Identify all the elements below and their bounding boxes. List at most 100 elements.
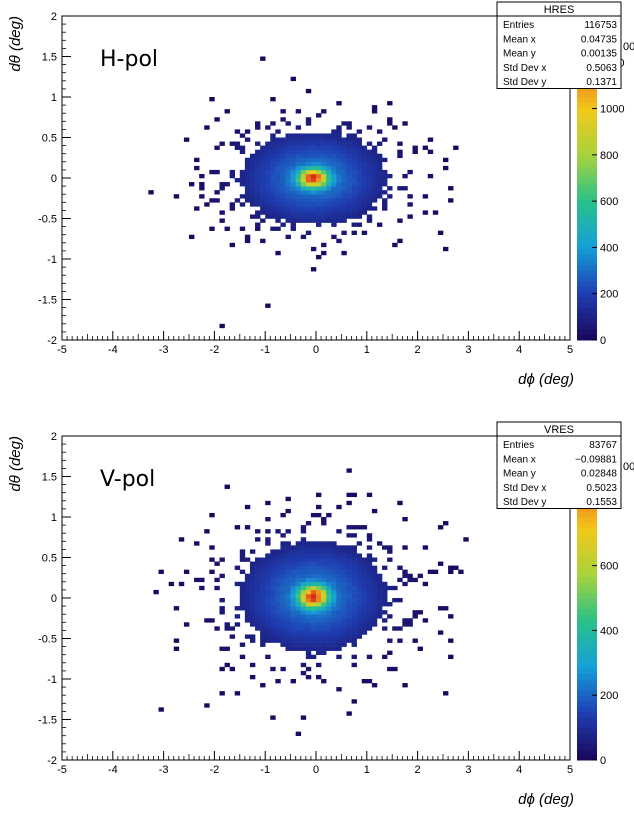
heatmap-cell: [326, 541, 332, 546]
heatmap-cell: [270, 149, 276, 154]
heatmap-cell: [331, 133, 337, 138]
heatmap-cell: [300, 545, 307, 550]
heatmap-cell: [300, 602, 307, 607]
heatmap-cell: [326, 626, 332, 631]
heatmap-cell: [219, 573, 225, 579]
heatmap-cell: [361, 186, 368, 191]
heatmap-cell: [331, 222, 337, 227]
heatmap-cell: [229, 141, 236, 146]
heatmap-cell: [336, 626, 342, 631]
heatmap-cell: [295, 165, 302, 171]
heatmap-cell: [219, 606, 225, 611]
heatmap-cell: [351, 545, 357, 550]
heatmap-cell: [321, 650, 327, 655]
heatmap-cell: [260, 210, 266, 215]
heatmap-cell: [316, 553, 322, 558]
heatmap-cell: [285, 161, 291, 167]
heatmap-cell: [366, 182, 373, 187]
heatmap-cell: [321, 577, 327, 583]
heatmap-cell: [280, 565, 286, 570]
heatmap-cell: [300, 525, 307, 530]
heatmap-cell: [336, 573, 342, 579]
heatmap-cell: [346, 121, 352, 126]
heatmap-cell: [316, 646, 322, 651]
heatmap-cell: [376, 173, 383, 179]
heatmap-cell: [326, 638, 332, 643]
heatmap-cell: [331, 165, 337, 171]
colorbar-segment: [577, 695, 597, 702]
heatmap-cell: [270, 581, 276, 587]
heatmap-cell: [331, 561, 337, 566]
heatmap-cell: [346, 618, 352, 623]
heatmap-cell: [326, 202, 332, 207]
x-tick-label: 0: [313, 764, 319, 776]
heatmap-cell: [346, 157, 352, 163]
heatmap-cell: [361, 589, 368, 595]
heatmap-cell: [331, 593, 337, 599]
heatmap-cell: [371, 618, 378, 623]
heatmap-cell: [295, 589, 302, 595]
heatmap-cell: [270, 121, 276, 126]
heatmap-cell: [295, 169, 302, 175]
heatmap-cell: [397, 565, 403, 570]
colorbar-tick-label: 600: [600, 196, 618, 208]
heatmap-cell: [290, 622, 296, 627]
heatmap-cell: [305, 569, 312, 574]
stats-value: 0.5063: [586, 63, 617, 74]
heatmap-cell: [366, 610, 373, 615]
heatmap-cell: [194, 541, 200, 546]
heatmap-cell: [275, 226, 281, 231]
heatmap-cell: [387, 614, 393, 619]
heatmap-cell: [351, 137, 357, 142]
y-tick-label: -0.5: [38, 634, 57, 646]
heatmap-cell: [255, 561, 261, 566]
heatmap-cell: [361, 610, 368, 615]
stats-key: Entries: [503, 20, 534, 31]
heatmap-cell: [336, 602, 342, 607]
heatmap-cell: [295, 561, 302, 566]
heatmap-cell: [341, 545, 347, 550]
heatmap-cell: [290, 206, 296, 211]
heatmap-cell: [209, 97, 215, 102]
heatmap-cell: [382, 610, 388, 615]
heatmap-cell: [255, 614, 261, 619]
heatmap-cell: [229, 626, 236, 631]
heatmap-cell: [249, 549, 256, 554]
heatmap-cell: [336, 565, 342, 570]
colorbar-segment: [577, 576, 597, 583]
heatmap-cell: [285, 610, 291, 615]
heatmap-cell: [437, 525, 444, 530]
heatmap-cell: [295, 214, 302, 219]
heatmap-cell: [310, 630, 317, 635]
heatmap-cell: [417, 610, 423, 615]
heatmap-cell: [300, 715, 307, 720]
heatmap-cell: [448, 614, 454, 619]
heatmap-cell: [341, 634, 347, 639]
colorbar-segment: [577, 565, 597, 572]
heatmap-cell: [300, 234, 307, 240]
heatmap-cell: [260, 642, 266, 647]
heatmap-cell: [265, 303, 271, 308]
heatmap-cell: [341, 214, 347, 219]
heatmap-cell: [316, 149, 322, 154]
heatmap-cell: [300, 202, 307, 207]
heatmap-cell: [397, 577, 403, 583]
heatmap-cell: [214, 561, 220, 566]
heatmap-cell: [239, 226, 246, 231]
heatmap-cell: [305, 121, 312, 126]
heatmap-cell: [366, 618, 373, 623]
heatmap-cell: [178, 537, 185, 542]
heatmap-cell: [356, 606, 363, 611]
heatmap-cell: [326, 549, 332, 554]
colorbar-segment: [577, 178, 597, 184]
heatmap-cell: [387, 557, 393, 562]
heatmap-cell: [229, 242, 236, 248]
heatmap-cell: [382, 169, 388, 175]
heatmap-cell: [366, 533, 373, 538]
heatmap-cell: [249, 585, 256, 591]
heatmap-cell: [305, 145, 312, 150]
heatmap-cell: [321, 545, 327, 550]
heatmap-cell: [275, 218, 281, 223]
heatmap-cell: [371, 610, 378, 615]
heatmap-cell: [255, 194, 261, 199]
